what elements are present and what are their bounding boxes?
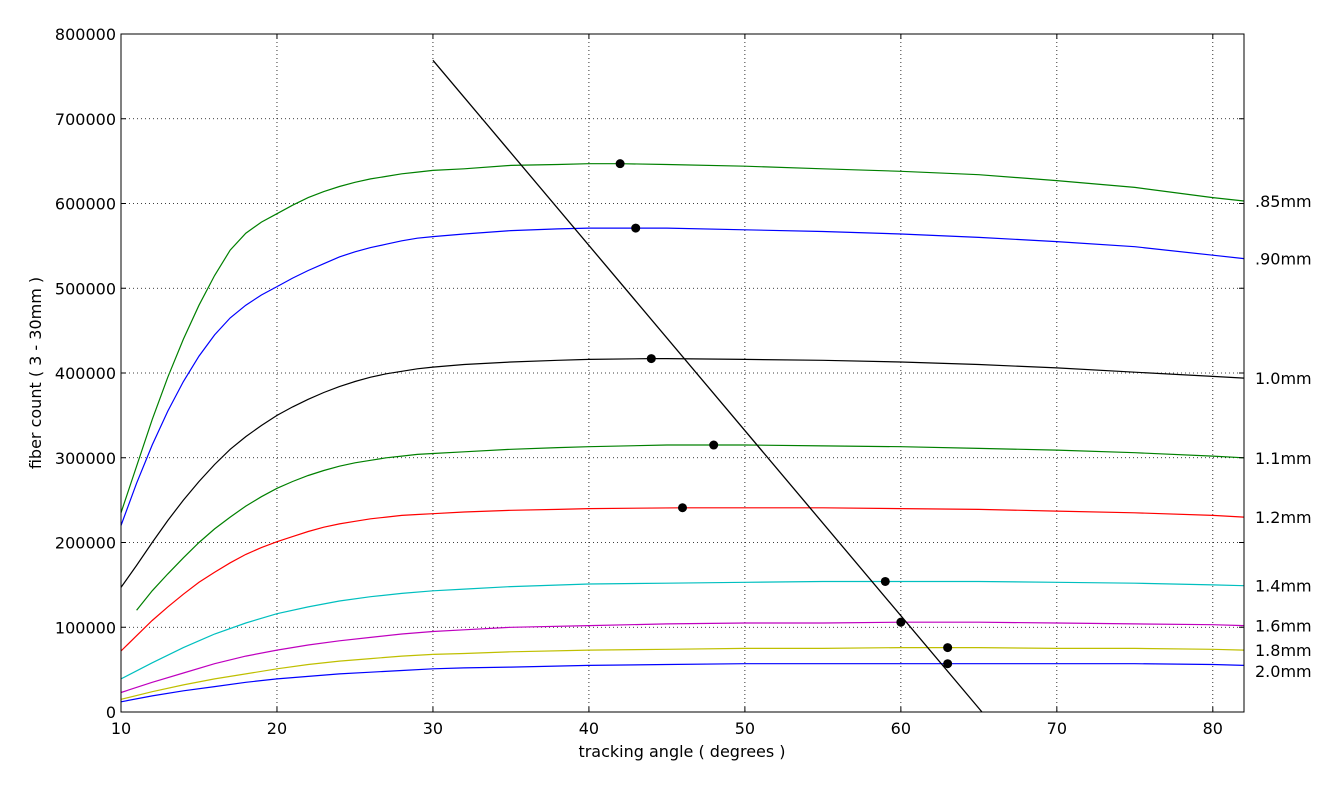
y-tick-label: 0 <box>106 703 116 722</box>
y-tick-label: 400000 <box>55 364 116 383</box>
y-axis-label: fiber count ( 3 - 30mm ) <box>26 277 45 469</box>
series-line-1p4mm <box>120 580 1245 680</box>
x-tick-label: 20 <box>267 719 287 738</box>
trend-line-group <box>432 59 983 713</box>
series-label-p90mm: .90mm <box>1255 250 1312 269</box>
series-line-1p8mm <box>120 647 1245 700</box>
y-tick-label: 300000 <box>55 449 116 468</box>
maximum-marker-1p4mm <box>880 576 890 586</box>
grid <box>120 33 1244 713</box>
series-line-1p2mm <box>120 507 1245 652</box>
series-line-p90mm <box>120 227 1245 526</box>
x-tick-label: 50 <box>735 719 755 738</box>
series-line-2p0mm <box>120 663 1245 703</box>
series-line-1p6mm <box>120 621 1245 694</box>
x-tick-label: 60 <box>891 719 911 738</box>
maxima-markers <box>615 159 953 669</box>
axis-ticks: 10 20 30 40 50 60 70 80 0 100000 200000 300000 40000… <box>55 25 1244 738</box>
maximum-marker-1p1mm <box>709 440 719 450</box>
series-label-p85mm: .85mm <box>1255 192 1312 211</box>
x-tick-label: 10 <box>111 719 131 738</box>
trend-line <box>432 59 983 713</box>
maximum-marker-1p6mm <box>896 617 906 627</box>
series-label-1p8mm: 1.8mm <box>1255 641 1312 660</box>
series-line-1p0mm <box>120 358 1245 588</box>
x-tick-label: 70 <box>1047 719 1067 738</box>
series-label-1p2mm: 1.2mm <box>1255 508 1312 527</box>
y-tick-label: 500000 <box>55 279 116 298</box>
y-tick-label: 100000 <box>55 618 116 637</box>
x-axis-label: tracking angle ( degrees ) <box>578 742 785 761</box>
x-tick-label: 40 <box>579 719 599 738</box>
maximum-marker-2p0mm <box>943 659 953 669</box>
y-tick-label: 800000 <box>55 25 116 44</box>
y-tick-label: 700000 <box>55 110 116 129</box>
series-label-1p6mm: 1.6mm <box>1255 617 1312 636</box>
series-line-p85mm <box>120 163 1245 513</box>
maximum-marker-p85mm <box>615 159 625 169</box>
series-labels: .85mm .90mm 1.0mm 1.1mm 1.2mm 1.4mm 1.6mm 1.8mm… <box>1255 192 1312 681</box>
series-label-1p1mm: 1.1mm <box>1255 449 1312 468</box>
x-tick-label: 30 <box>423 719 443 738</box>
y-tick-label: 200000 <box>55 534 116 553</box>
series-line-1p1mm <box>136 444 1245 611</box>
series-label-1p4mm: 1.4mm <box>1255 577 1312 596</box>
series-label-2p0mm: 2.0mm <box>1255 662 1312 681</box>
maximum-marker-1p2mm <box>678 503 687 513</box>
x-tick-label: 80 <box>1203 719 1223 738</box>
series-lines <box>120 163 1245 703</box>
series-label-1p0mm: 1.0mm <box>1255 369 1312 388</box>
maximum-marker-1p0mm <box>646 354 656 364</box>
maximum-marker-p90mm <box>631 223 641 233</box>
y-tick-label: 600000 <box>55 195 116 214</box>
maximum-marker-1p8mm <box>943 643 953 653</box>
